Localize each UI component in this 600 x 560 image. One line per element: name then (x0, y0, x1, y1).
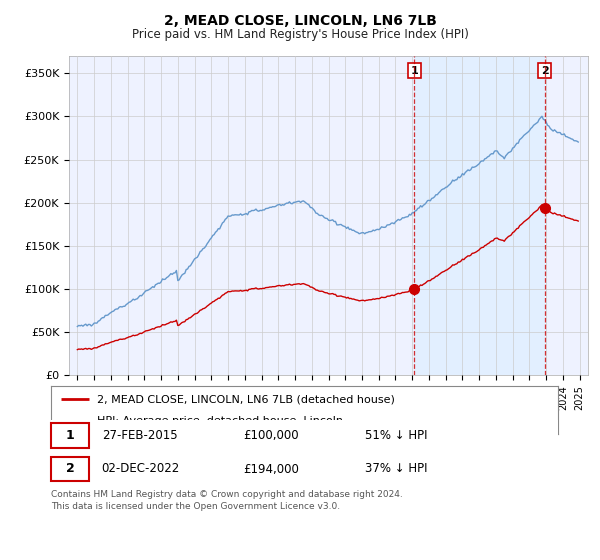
Text: 02-DEC-2022: 02-DEC-2022 (102, 463, 180, 475)
Text: 2, MEAD CLOSE, LINCOLN, LN6 7LB: 2, MEAD CLOSE, LINCOLN, LN6 7LB (164, 14, 436, 28)
FancyBboxPatch shape (51, 423, 89, 448)
Text: £100,000: £100,000 (244, 429, 299, 442)
Text: £194,000: £194,000 (244, 463, 299, 475)
Text: 37% ↓ HPI: 37% ↓ HPI (365, 463, 428, 475)
Text: 27-FEB-2015: 27-FEB-2015 (102, 429, 178, 442)
Bar (414, 56, 545, 375)
Text: HPI: Average price, detached house, Lincoln: HPI: Average price, detached house, Linc… (97, 416, 343, 426)
Text: 1: 1 (65, 429, 74, 442)
Text: 51% ↓ HPI: 51% ↓ HPI (365, 429, 428, 442)
Text: 2, MEAD CLOSE, LINCOLN, LN6 7LB (detached house): 2, MEAD CLOSE, LINCOLN, LN6 7LB (detache… (97, 394, 395, 404)
Text: Contains HM Land Registry data © Crown copyright and database right 2024.
This d: Contains HM Land Registry data © Crown c… (51, 490, 403, 511)
Text: 2: 2 (65, 463, 74, 475)
Text: Price paid vs. HM Land Registry's House Price Index (HPI): Price paid vs. HM Land Registry's House … (131, 28, 469, 41)
Text: 1: 1 (410, 66, 418, 76)
Text: 2: 2 (541, 66, 548, 76)
FancyBboxPatch shape (51, 457, 89, 481)
